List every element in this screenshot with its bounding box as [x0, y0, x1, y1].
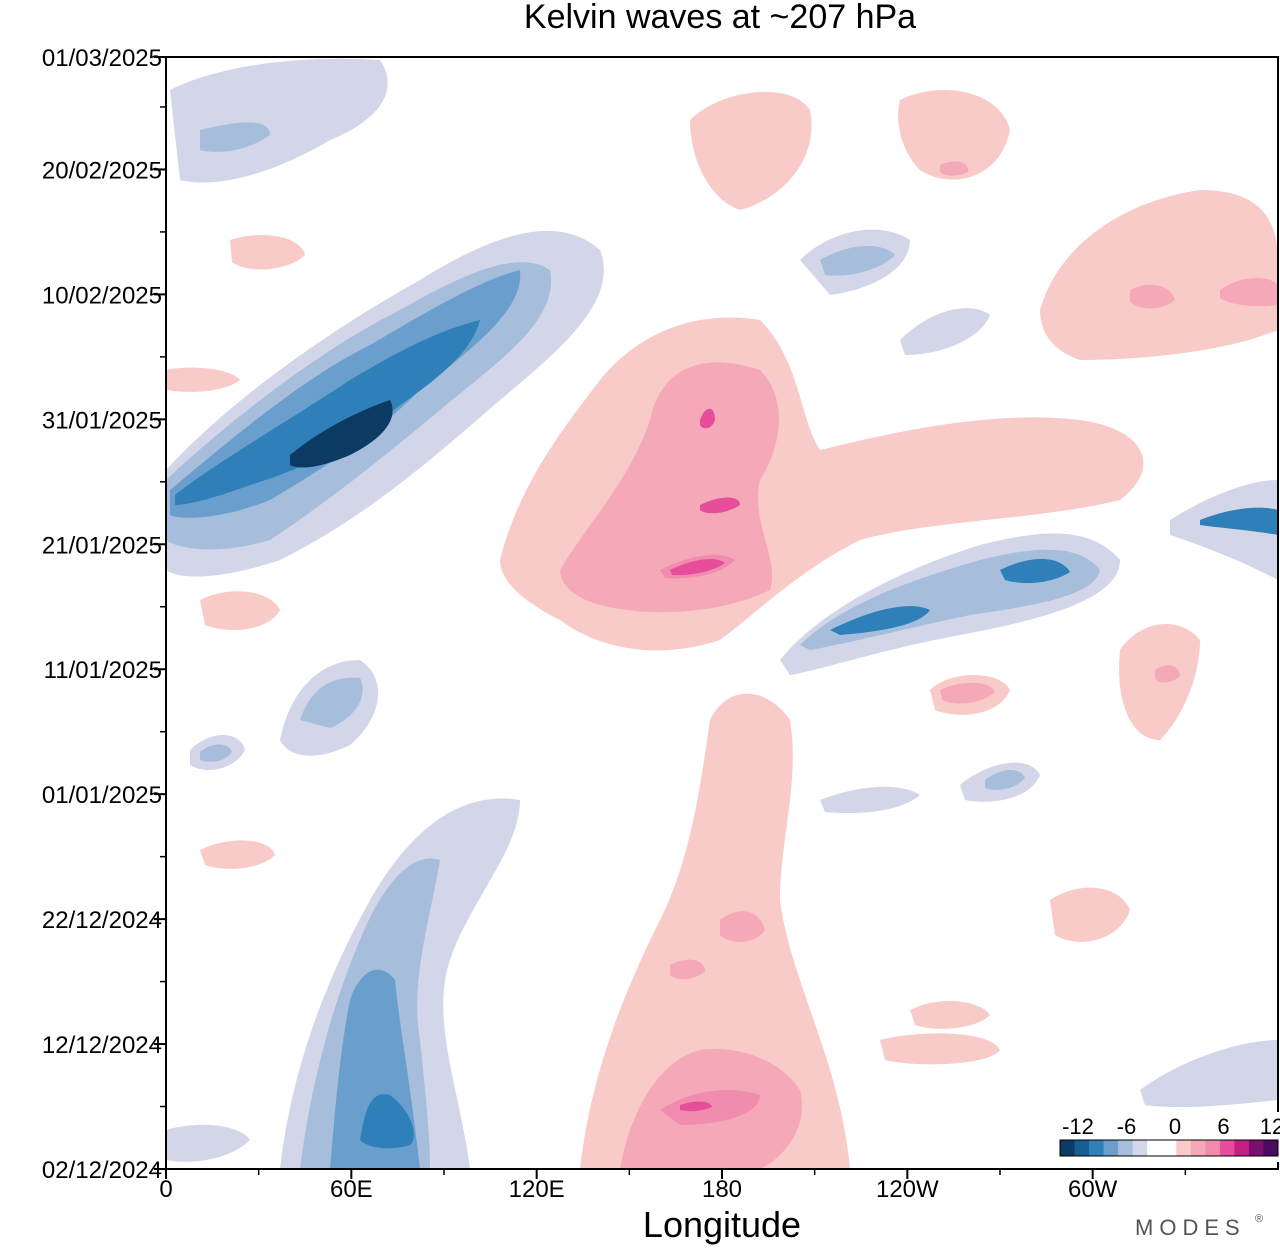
y-tick-label: 11/01/2025 [44, 657, 162, 684]
x-axis: 0 60E 120E 180 120W 60W [159, 1169, 1187, 1203]
colorbar-swatch [1089, 1140, 1105, 1156]
y-tick-label: 01/01/2025 [42, 782, 162, 809]
colorbar-swatch [1132, 1140, 1148, 1156]
colorbar-swatch [1147, 1140, 1163, 1156]
contour-field [166, 58, 1278, 1169]
y-tick-label: 31/01/2025 [42, 407, 162, 434]
colorbar-swatch [1103, 1140, 1119, 1156]
negative-anomaly-band [166, 58, 1278, 1169]
colorbar-frame [1059, 1139, 1279, 1157]
colorbar-swatch [1161, 1140, 1177, 1156]
colorbar-label: 0 [1169, 1114, 1181, 1139]
colorbar-label: 6 [1217, 1114, 1229, 1139]
colorbar-swatch [1248, 1140, 1264, 1156]
colorbar-swatch [1190, 1140, 1206, 1156]
chart-title: Kelvin waves at ~207 hPa [524, 0, 916, 36]
x-tick-label: 120E [509, 1176, 565, 1203]
colorbar-label: 12 [1260, 1114, 1280, 1139]
colorbar-swatch [1263, 1140, 1279, 1156]
y-tick-label: 02/12/2024 [42, 1157, 162, 1184]
x-tick-label: 60W [1068, 1176, 1118, 1203]
positive-anomaly-band [166, 90, 1278, 1169]
y-tick-label: 22/12/2024 [42, 907, 162, 934]
colorbar-swatch [1219, 1140, 1235, 1156]
y-tick-label: 20/02/2025 [42, 157, 162, 184]
y-axis: 01/03/2025 20/02/2025 10/02/2025 31/01/2025… [42, 45, 166, 1184]
colorbar-label: -12 [1062, 1114, 1094, 1139]
x-tick-label: 60E [330, 1176, 373, 1203]
registered-mark-icon: ® [1255, 1213, 1263, 1225]
y-tick-label: 21/01/2025 [42, 532, 162, 559]
y-tick-label: 12/12/2024 [42, 1032, 162, 1059]
colorbar-swatch [1205, 1140, 1221, 1156]
x-tick-label: 0 [159, 1176, 172, 1203]
colorbar-swatch [1176, 1140, 1192, 1156]
colorbar-swatch [1074, 1140, 1090, 1156]
colorbar-label: -6 [1117, 1114, 1137, 1139]
colorbar-swatch [1118, 1140, 1134, 1156]
y-tick-label: 10/02/2025 [42, 282, 162, 309]
y-tick-label: 01/03/2025 [42, 45, 162, 72]
x-tick-label: 120W [876, 1176, 939, 1203]
colorbar-swatch [1060, 1140, 1076, 1156]
modes-logo: MODES [1135, 1215, 1246, 1240]
colorbar: -12 -6 0 6 12 [1056, 1112, 1280, 1162]
colorbar-swatch [1234, 1140, 1250, 1156]
x-tick-label: 180 [702, 1176, 742, 1203]
x-axis-label: Longitude [643, 1204, 801, 1245]
